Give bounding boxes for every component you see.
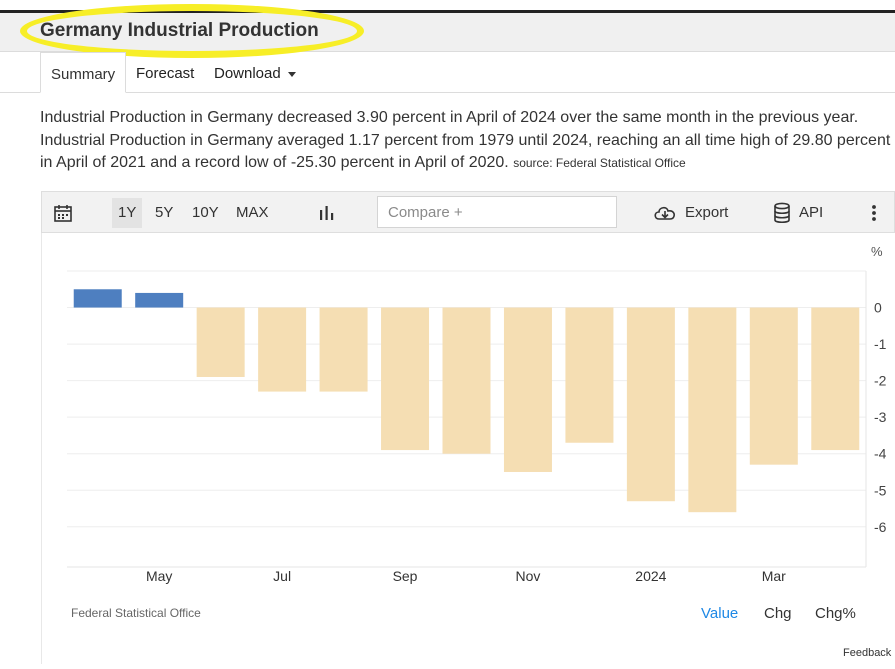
export-button[interactable]: Export [685,204,729,221]
chart-source-label: Federal Statistical Office [71,606,201,620]
chart-container: 0 -1 -2 -3 -4 -5 -6% May Jul Sep Nov 2024 Mar [41,233,895,664]
database-icon[interactable] [773,202,791,224]
mode-chg-button[interactable]: Chg [764,605,792,622]
tab-divider [0,92,895,93]
bar-chart-icon[interactable] [318,204,336,222]
calendar-icon[interactable] [53,203,73,223]
bar [811,307,860,451]
x-tick-label: Sep [393,568,418,584]
bar [73,289,122,308]
mode-chg-percent-button[interactable]: Chg% [815,605,856,622]
description-line: Industrial Production in Germany decreas… [40,109,859,126]
api-button[interactable]: API [799,204,824,221]
compare-input[interactable] [377,196,617,228]
range-1y-button[interactable]: 1Y [112,198,143,228]
bar [135,292,184,308]
caret-down-icon [287,71,296,77]
cloud-download-icon[interactable] [652,203,678,223]
range-5y-button[interactable]: 5Y [155,204,174,221]
y-unit-label: % [871,244,883,259]
tab-bar: Summary Forecast Download [0,52,895,94]
description: Industrial Production in Germany decreas… [40,107,895,175]
vertical-dots-icon[interactable] [871,204,877,222]
page-title: Germany Industrial Production [40,20,319,41]
y-tick-label: -2 [874,373,887,389]
bar [565,307,614,443]
bar [503,307,552,472]
chart-toolbar: 1Y 5Y 10Y MAX Export API [41,191,895,233]
tab-download[interactable]: Download [214,65,296,82]
bar-chart: 0 -1 -2 -3 -4 -5 -6% May Jul Sep Nov 2024 Mar [67,244,887,584]
bar [319,307,368,392]
description-line: in April of 2021 and a record low of -25… [40,152,895,175]
bar [442,307,491,454]
y-tick-label: -3 [874,409,887,425]
tab-summary[interactable]: Summary [40,52,127,93]
feedback-button[interactable]: Feedback [843,647,892,659]
bar [381,307,430,451]
mode-value-button[interactable]: Value [701,605,739,622]
x-tick-label: 2024 [635,568,666,584]
source-note: source: Federal Statistical Office [513,156,686,170]
x-tick-label: Jul [273,568,291,584]
bar [749,307,798,465]
highlight-annotation [20,4,364,58]
bar [626,307,675,502]
tab-download-label: Download [214,65,281,82]
x-tick-label: Mar [762,568,786,584]
bar [688,307,737,513]
y-tick-label: -5 [874,482,887,498]
bar [196,307,245,377]
range-10y-button[interactable]: 10Y [192,204,219,221]
x-tick-label: Nov [516,568,541,584]
range-max-button[interactable]: MAX [236,204,269,221]
x-tick-label: May [146,568,172,584]
y-tick-label: -1 [874,336,887,352]
y-tick-label: -4 [874,446,887,462]
description-line: Industrial Production in Germany average… [40,131,891,149]
bar [258,307,307,392]
top-rule [0,10,895,13]
description-line-text: in April of 2021 and a record low of -25… [40,154,509,171]
y-tick-label: 0 [874,300,882,316]
tab-forecast[interactable]: Forecast [136,65,195,82]
y-tick-label: -6 [874,519,887,535]
